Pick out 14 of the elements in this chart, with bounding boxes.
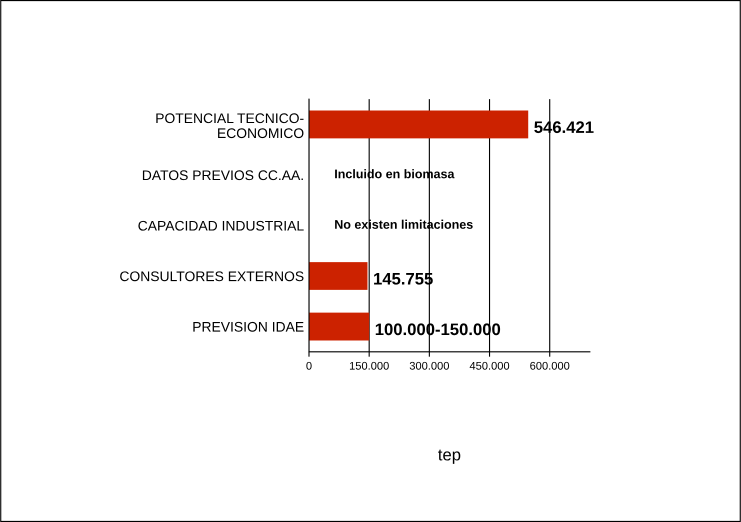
x-tick-label: 600.000 bbox=[530, 362, 570, 370]
bar bbox=[308, 312, 370, 340]
y-tick-label: POTENCIAL TECNICO- ECONOMICO bbox=[156, 113, 304, 138]
y-tick-label: CONSULTORES EXTERNOS bbox=[120, 271, 304, 282]
bar bbox=[308, 262, 368, 290]
y-tick-label: DATOS PREVIOS CC.AA. bbox=[142, 170, 303, 180]
x-tick-label: 300.000 bbox=[410, 362, 450, 370]
x-tick-label: 0 bbox=[306, 362, 312, 370]
x-tick-label: 450.000 bbox=[470, 362, 510, 370]
bar bbox=[308, 110, 528, 138]
x-axis-title: tep bbox=[438, 450, 460, 464]
y-tick-label: CAPACIDAD INDUSTRIAL bbox=[138, 220, 304, 231]
y-tick-label: PREVISION IDAE bbox=[193, 322, 304, 332]
x-tick-label: 150.000 bbox=[350, 362, 389, 370]
